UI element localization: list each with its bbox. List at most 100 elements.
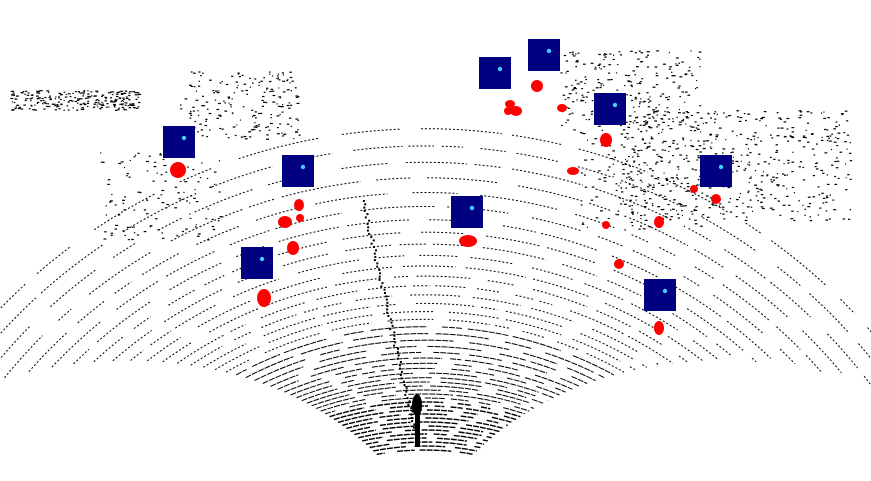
clutter-point bbox=[802, 135, 806, 137]
clutter-point bbox=[625, 187, 628, 189]
clutter-point bbox=[690, 145, 694, 147]
clutter-point bbox=[647, 54, 649, 56]
clutter-point bbox=[671, 71, 673, 73]
clutter-point bbox=[763, 111, 767, 113]
clutter-point bbox=[754, 132, 757, 134]
clutter-point bbox=[849, 178, 852, 180]
clutter-point bbox=[687, 160, 690, 162]
clutter-point bbox=[608, 72, 611, 74]
clutter-point bbox=[813, 154, 816, 156]
clutter-point bbox=[600, 83, 603, 85]
clutter-point bbox=[295, 118, 299, 120]
clutter-point bbox=[681, 61, 684, 63]
clutter-point bbox=[791, 161, 794, 163]
clutter-point bbox=[228, 97, 230, 99]
clutter-point bbox=[72, 107, 74, 109]
clutter-point bbox=[759, 201, 763, 203]
clutter-point bbox=[564, 86, 568, 88]
clutter-point bbox=[41, 97, 44, 100]
clutter-point bbox=[205, 101, 209, 103]
clutter-point bbox=[575, 53, 577, 55]
clutter-point bbox=[695, 184, 699, 186]
clutter-point bbox=[154, 161, 157, 163]
clutter-point bbox=[575, 92, 578, 94]
clutter-point bbox=[79, 98, 83, 100]
clutter-point bbox=[607, 154, 610, 156]
clutter-point bbox=[661, 93, 665, 95]
clutter-point bbox=[754, 170, 757, 172]
clutter-point bbox=[807, 206, 811, 208]
clutter-point bbox=[849, 160, 853, 162]
scan-arc bbox=[311, 385, 531, 407]
clutter-point bbox=[93, 103, 97, 105]
clutter-point bbox=[746, 138, 749, 140]
clutter-point bbox=[782, 185, 785, 187]
streak-point bbox=[386, 301, 389, 304]
detection-cluster bbox=[170, 162, 186, 178]
clutter-point bbox=[822, 202, 825, 204]
clutter-point bbox=[132, 91, 134, 93]
clutter-point bbox=[136, 234, 139, 236]
streak-point bbox=[370, 242, 373, 245]
center-streak bbox=[362, 200, 416, 429]
clutter-point bbox=[847, 174, 850, 176]
clutter-point bbox=[282, 104, 284, 106]
clutter-point bbox=[571, 112, 574, 114]
clutter-point bbox=[630, 81, 633, 83]
clutter-point bbox=[826, 139, 829, 141]
clutter-point bbox=[58, 92, 62, 94]
clutter-point bbox=[209, 129, 211, 131]
clutter-point bbox=[664, 140, 667, 143]
clutter-point bbox=[565, 60, 569, 62]
clutter-point bbox=[245, 89, 249, 92]
clutter-point bbox=[638, 228, 641, 230]
clutter-point bbox=[205, 218, 208, 220]
clutter-point bbox=[640, 218, 642, 220]
clutter-point bbox=[676, 178, 679, 180]
clutter-point bbox=[629, 121, 632, 123]
scan-arc bbox=[214, 311, 636, 371]
clutter-point bbox=[95, 99, 97, 101]
clutter-point bbox=[631, 179, 634, 181]
clutter-point bbox=[811, 133, 814, 135]
clutter-point bbox=[125, 97, 129, 99]
clutter-point bbox=[612, 163, 614, 165]
clutter-point bbox=[804, 214, 806, 216]
clutter-point bbox=[677, 217, 680, 219]
clutter-point bbox=[736, 199, 739, 201]
clutter-point bbox=[86, 97, 89, 99]
clutter-point bbox=[224, 110, 228, 112]
clutter-point bbox=[588, 119, 591, 121]
clutter-point bbox=[251, 109, 254, 111]
clutter-point bbox=[696, 159, 699, 161]
clutter-point bbox=[118, 107, 121, 109]
clutter-point bbox=[218, 114, 222, 116]
clutter-point bbox=[263, 77, 265, 79]
clutter-point bbox=[827, 117, 830, 119]
clutter-point bbox=[66, 105, 69, 107]
clutter-point bbox=[825, 201, 828, 203]
clutter-point bbox=[137, 94, 140, 96]
clutter-point bbox=[775, 151, 778, 153]
clutter-point bbox=[752, 135, 756, 137]
clutter-point bbox=[12, 94, 15, 96]
clutter-point bbox=[798, 166, 801, 168]
clutter-point bbox=[78, 92, 80, 94]
clutter-point bbox=[133, 90, 135, 92]
clutter-point bbox=[721, 152, 724, 154]
clutter-point bbox=[288, 117, 292, 119]
clutter-point bbox=[568, 113, 571, 115]
clutter-point bbox=[755, 144, 758, 146]
clutter-point bbox=[621, 191, 624, 193]
clutter-point bbox=[183, 191, 185, 193]
clutter-point bbox=[267, 126, 269, 128]
clutter-point bbox=[252, 116, 254, 118]
scan-arc bbox=[301, 377, 549, 402]
clutter-point bbox=[573, 87, 576, 89]
clutter-point bbox=[690, 139, 692, 142]
clutter-point bbox=[663, 114, 667, 116]
clutter-point bbox=[128, 92, 131, 94]
clutter-point bbox=[631, 204, 633, 207]
clutter-point bbox=[723, 112, 725, 114]
